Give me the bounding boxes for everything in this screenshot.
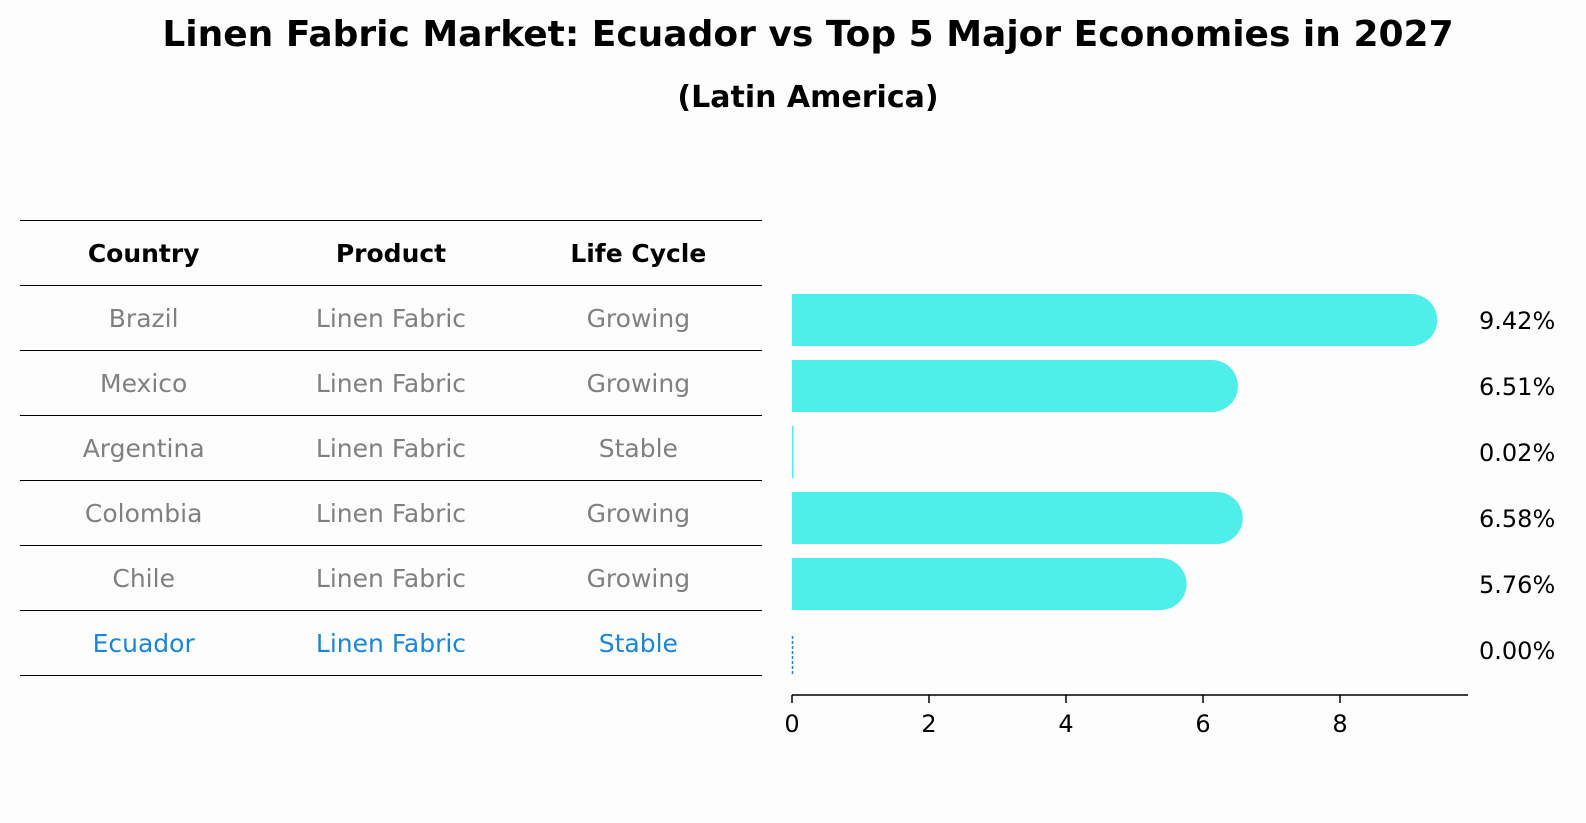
- header-life-cycle: Life Cycle: [514, 220, 762, 286]
- cell-life-cycle: Stable: [514, 610, 762, 676]
- table-row: Argentina Linen Fabric Stable: [20, 415, 762, 481]
- header-product: Product: [267, 220, 515, 286]
- cell-product: Linen Fabric: [267, 415, 515, 481]
- cell-country: Ecuador: [20, 610, 268, 676]
- bar-colombia: [792, 492, 1243, 544]
- data-label-mexico: 6.51%: [1479, 373, 1555, 401]
- cell-life-cycle: Growing: [514, 285, 762, 351]
- table-header-row: Country Product Life Cycle: [20, 220, 762, 286]
- cell-product: Linen Fabric: [267, 610, 515, 676]
- header-country: Country: [20, 220, 268, 286]
- data-label-argentina: 0.02%: [1479, 439, 1555, 467]
- cell-product: Linen Fabric: [267, 285, 515, 351]
- cell-life-cycle: Growing: [514, 350, 762, 416]
- cell-life-cycle: Growing: [514, 480, 762, 546]
- cell-life-cycle: Stable: [514, 415, 762, 481]
- bar-chile: [792, 558, 1187, 610]
- x-tick-label: 0: [784, 710, 799, 738]
- bar-mexico: [792, 360, 1238, 412]
- cell-life-cycle: Growing: [514, 545, 762, 611]
- cell-country: Chile: [20, 545, 268, 611]
- x-tick-label: 6: [1195, 710, 1210, 738]
- data-label-brazil: 9.42%: [1479, 307, 1555, 335]
- cell-product: Linen Fabric: [267, 480, 515, 546]
- data-label-ecuador: 0.00%: [1479, 637, 1555, 665]
- x-tick-label: 8: [1332, 710, 1347, 738]
- bar-argentina: [792, 426, 794, 478]
- country-table: Country Product Life Cycle Brazil Linen …: [20, 220, 762, 676]
- bar-brazil: [792, 294, 1438, 346]
- cell-country: Argentina: [20, 415, 268, 481]
- cell-product: Linen Fabric: [267, 350, 515, 416]
- table-row-highlighted: Ecuador Linen Fabric Stable: [20, 610, 762, 676]
- data-label-chile: 5.76%: [1479, 571, 1555, 599]
- cell-country: Brazil: [20, 285, 268, 351]
- data-label-colombia: 6.58%: [1479, 505, 1555, 533]
- table-row: Colombia Linen Fabric Growing: [20, 480, 762, 546]
- cell-country: Mexico: [20, 350, 268, 416]
- table-row: Brazil Linen Fabric Growing: [20, 285, 762, 351]
- cell-country: Colombia: [20, 480, 268, 546]
- chart-subtitle: (Latin America): [677, 80, 939, 115]
- table-row: Mexico Linen Fabric Growing: [20, 350, 762, 416]
- table-row: Chile Linen Fabric Growing: [20, 545, 762, 611]
- x-tick-label: 2: [921, 710, 936, 738]
- x-tick-label: 4: [1058, 710, 1073, 738]
- cell-product: Linen Fabric: [267, 545, 515, 611]
- chart-title: Linen Fabric Market: Ecuador vs Top 5 Ma…: [162, 14, 1454, 55]
